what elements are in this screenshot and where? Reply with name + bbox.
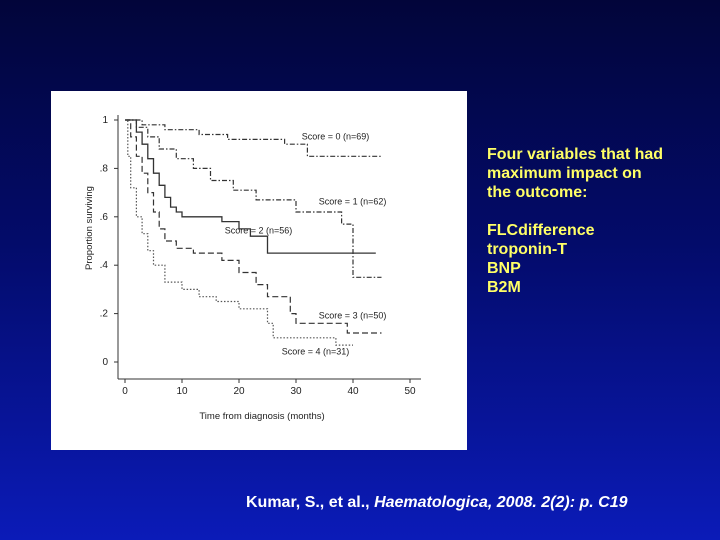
- curve-label-score-3: Score = 3 (n=50): [319, 310, 387, 320]
- heading-line: Four variables that had: [487, 146, 664, 163]
- chart-annotations: Score = 0 (n=69) Score = 1 (n=62) Score = …: [225, 131, 387, 356]
- curve-label-score-4: Score = 4 (n=31): [282, 347, 350, 357]
- y-tick-label: .4: [100, 260, 109, 271]
- chart-axes: 0.2.4.6.810 10 20 30 40 50: [100, 115, 421, 397]
- variable-item: FLCdifference: [487, 222, 595, 239]
- y-tick-label: 0: [102, 357, 108, 368]
- y-tick-label: .2: [100, 309, 109, 320]
- x-tick-label: 10: [176, 386, 188, 397]
- y-axis-title: Proportion surviving: [84, 186, 95, 270]
- y-tick-label: .8: [100, 163, 109, 174]
- survival-curve-score-0: [125, 119, 382, 157]
- x-tick-label: 30: [290, 386, 302, 397]
- survival-curve-score-1: [125, 119, 382, 278]
- survival-curve-score-4: [125, 119, 353, 346]
- variable-item: BNP: [487, 260, 521, 277]
- variable-item: B2M: [487, 279, 521, 296]
- x-tick-label: 40: [347, 386, 359, 397]
- heading-line: maximum impact on: [487, 165, 642, 182]
- x-tick-label: 20: [233, 386, 245, 397]
- y-tick-label: 1: [102, 115, 108, 126]
- citation: Kumar, S., et al., Haematologica, 2008. …: [246, 494, 628, 512]
- citation-authors: Kumar, S., et al.,: [246, 494, 370, 511]
- y-tick-label: .6: [100, 212, 109, 223]
- x-axis-title: Time from diagnosis (months): [199, 411, 324, 422]
- x-tick-label: 0: [122, 386, 128, 397]
- x-tick-label: 50: [404, 386, 416, 397]
- survival-chart-figure: 0.2.4.6.8 1 0 10 20 30 40 50 Score = 0 (n=69) Sc…: [51, 91, 467, 450]
- key-variables-text: Four variables that had maximum impact o…: [487, 145, 707, 297]
- curve-label-score-0: Score = 0 (n=69): [302, 131, 370, 141]
- survival-curve-score-2: [125, 119, 376, 254]
- variable-item: troponin-T: [487, 241, 567, 258]
- curve-label-score-2: Score = 2 (n=56): [225, 226, 293, 236]
- survival-plot: 0.2.4.6.810 10 20 30 40 50 Score = 0 (n=69)Sc…: [84, 115, 421, 422]
- chart-series: [125, 119, 382, 346]
- curve-label-score-1: Score = 1 (n=62): [319, 197, 387, 207]
- citation-journal: Haematologica, 2008. 2(2): p. C19: [374, 494, 628, 511]
- heading-line: the outcome:: [487, 184, 588, 201]
